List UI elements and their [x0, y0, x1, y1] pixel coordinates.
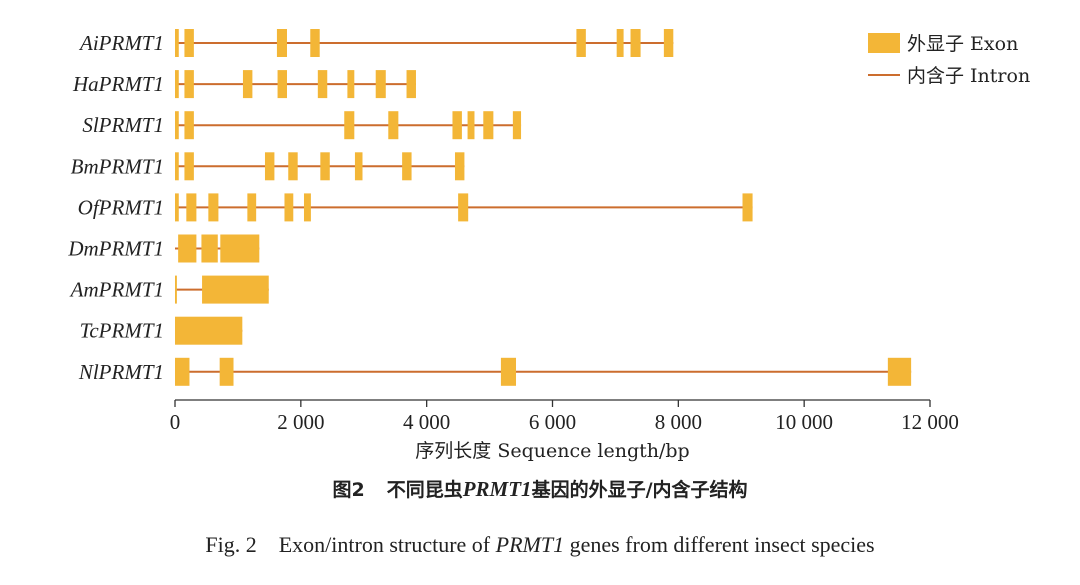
- caption-en-text-before: Exon/intron structure of: [278, 532, 496, 557]
- gene-row-slprmt1: SlPRMT1: [82, 111, 522, 140]
- exon-block: [247, 193, 257, 222]
- figure-caption-english: Fig. 2 Exon/intron structure of PRMT1 gen…: [0, 532, 1080, 558]
- x-axis: 0 2 000 4 000 6 000 8 000 10 000 12 000 序列长度 Se…: [170, 399, 959, 462]
- gene-label: BmPRMT1: [71, 154, 164, 178]
- exon-block: [512, 111, 522, 140]
- exon-block: [887, 357, 912, 386]
- x-tick-label: 0: [170, 410, 181, 434]
- gene-label: AiPRMT1: [78, 31, 164, 55]
- x-tick-label: 12 000: [901, 410, 959, 434]
- exon-block: [175, 357, 190, 386]
- exon-block: [208, 193, 219, 222]
- gene-rows: AiPRMT1 HaPRMT1 SlPRMT1 BmPRMT1 OfPRMT1 DmPRM…: [67, 29, 912, 386]
- exon-block: [458, 193, 469, 222]
- gene-label: TcPRMT1: [80, 319, 164, 343]
- exon-block: [344, 111, 355, 140]
- exon-block: [184, 70, 194, 99]
- exon-block: [220, 234, 260, 263]
- caption-cn-figure-number: 图2: [332, 479, 365, 501]
- caption-cn-text-before: 不同昆虫: [386, 479, 463, 501]
- gene-label: DmPRMT1: [67, 237, 164, 261]
- exon-block: [320, 152, 330, 181]
- gene-label: AmPRMT1: [69, 278, 164, 302]
- exon-block: [184, 152, 194, 181]
- exon-block: [277, 70, 287, 99]
- exon-block: [630, 29, 641, 57]
- exon-block: [175, 70, 179, 99]
- caption-en-figure-number: Fig. 2: [205, 532, 257, 557]
- caption-cn-gene-name: PRMT1: [462, 477, 532, 501]
- legend-intron-label: 内含子 Intron: [907, 65, 1030, 87]
- gene-row-haprmt1: HaPRMT1: [72, 70, 416, 99]
- legend-exon-label: 外显子 Exon: [907, 33, 1018, 55]
- exon-block: [175, 152, 179, 181]
- exon-block: [264, 152, 275, 181]
- exon-block: [284, 193, 294, 222]
- exon-block: [175, 193, 179, 222]
- exon-block: [317, 70, 328, 99]
- legend-exon-swatch: [868, 33, 900, 53]
- exon-block: [175, 29, 179, 57]
- exon-block: [742, 193, 753, 222]
- exon-block: [175, 111, 179, 140]
- gene-row-tcprmt1: TcPRMT1: [80, 316, 243, 345]
- caption-en-gene-name: PRMT1: [495, 532, 565, 557]
- gene-label: NlPRMT1: [78, 360, 164, 384]
- exon-block: [184, 111, 194, 140]
- exon-block: [178, 234, 197, 263]
- exon-block: [242, 70, 253, 99]
- exon-block: [202, 275, 269, 304]
- gene-row-dmprmt1: DmPRMT1: [67, 234, 260, 263]
- exon-block: [175, 275, 177, 304]
- gene-row-bmprmt1: BmPRMT1: [71, 152, 465, 181]
- exon-block: [219, 357, 234, 386]
- gene-row-ofprmt1: OfPRMT1: [78, 193, 753, 222]
- x-tick-label: 8 000: [655, 410, 702, 434]
- exon-block: [483, 111, 494, 140]
- exon-block: [310, 29, 320, 57]
- gene-label: SlPRMT1: [82, 113, 164, 137]
- exon-block: [454, 152, 465, 181]
- exon-block: [452, 111, 462, 140]
- exon-block: [201, 234, 218, 263]
- exon-block: [347, 70, 355, 99]
- gene-row-aiprmt1: AiPRMT1: [78, 29, 674, 57]
- exon-block: [406, 70, 416, 99]
- gene-row-amprmt1: AmPRMT1: [69, 275, 269, 304]
- x-tick-label: 6 000: [529, 410, 576, 434]
- caption-en-text-after: genes from different insect species: [564, 532, 875, 557]
- caption-cn-text-after: 基因的外显子/内含子结构: [531, 479, 748, 501]
- exon-block: [616, 29, 624, 57]
- exon-block: [467, 111, 475, 140]
- gene-row-nlprmt1: NlPRMT1: [78, 357, 912, 386]
- figure-caption-chinese: 图2 不同昆虫PRMT1基因的外显子/内含子结构: [0, 475, 1080, 502]
- exon-block: [186, 193, 197, 222]
- gene-label: OfPRMT1: [78, 195, 164, 219]
- gene-structure-chart: AiPRMT1 HaPRMT1 SlPRMT1 BmPRMT1 OfPRMT1 DmPRM…: [67, 29, 1030, 462]
- x-tick-label: 4 000: [403, 410, 450, 434]
- legend: 外显子 Exon 内含子 Intron: [868, 33, 1030, 87]
- exon-block: [303, 193, 311, 222]
- exon-block: [388, 111, 399, 140]
- exon-block: [500, 357, 517, 386]
- x-tick-label: 10 000: [775, 410, 833, 434]
- x-tick-label: 2 000: [277, 410, 324, 434]
- exon-block: [402, 152, 412, 181]
- gene-label: HaPRMT1: [72, 72, 164, 96]
- exon-block: [354, 152, 363, 181]
- exon-block: [276, 29, 287, 57]
- x-axis-title: 序列长度 Sequence length/bp: [415, 440, 689, 462]
- exon-block: [576, 29, 586, 57]
- exon-block: [375, 70, 386, 99]
- exon-block: [288, 152, 298, 181]
- exon-block: [184, 29, 194, 57]
- exon-block: [175, 316, 243, 345]
- exon-block: [663, 29, 674, 57]
